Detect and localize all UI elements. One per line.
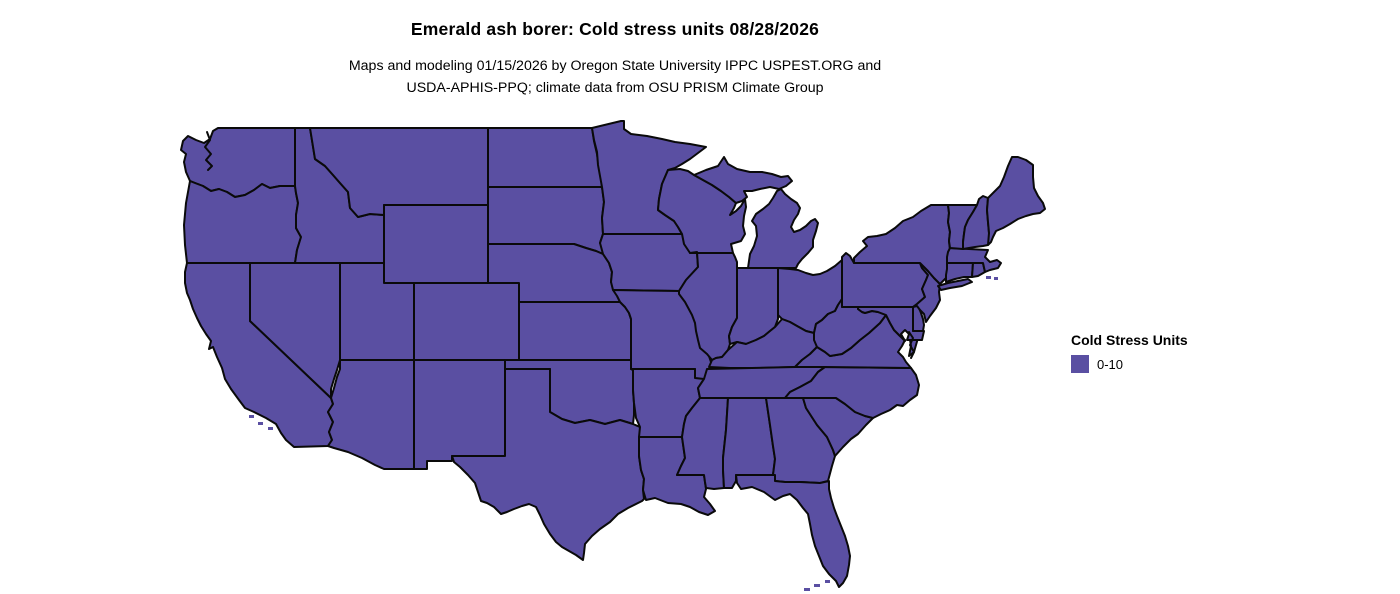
- state-north-carolina: [784, 366, 920, 419]
- legend-title: Cold Stress Units: [1071, 332, 1188, 348]
- state-massachusetts: [946, 247, 1002, 273]
- long-island: [937, 278, 973, 291]
- state-new-hampshire: [962, 195, 991, 250]
- massachusetts-islands: [986, 276, 998, 280]
- figure-subtitle: Maps and modeling 01/15/2026 by Oregon S…: [0, 55, 1230, 99]
- legend-swatch: [1071, 355, 1089, 373]
- state-colorado: [413, 282, 520, 361]
- coastline-details: [204, 131, 915, 359]
- chesapeake-bay-detail: [908, 331, 915, 359]
- puget-sound-detail: [204, 131, 213, 171]
- legend-item-label: 0-10: [1097, 356, 1124, 372]
- legend-item: 0-10: [1071, 355, 1188, 373]
- channel-islands: [249, 415, 273, 430]
- state-arizona: [327, 359, 415, 470]
- florida-keys: [804, 580, 830, 591]
- state-michigan-upper-peninsula: [693, 156, 793, 204]
- state-north-dakota: [487, 127, 603, 188]
- figure-subtitle-line1: Maps and modeling 01/15/2026 by Oregon S…: [348, 58, 882, 74]
- state-new-mexico: [413, 359, 506, 470]
- figure-subtitle-line2: USDA-APHIS-PPQ; climate data from OSU PR…: [406, 80, 824, 96]
- state-texas: [451, 368, 645, 561]
- state-maine: [986, 156, 1046, 246]
- state-florida: [735, 474, 851, 588]
- figure-title: Emerald ash borer: Cold stress units 08/…: [410, 19, 820, 39]
- legend-swatch-color: [1071, 355, 1089, 373]
- us-states-layer: [180, 120, 1046, 591]
- state-kansas: [518, 301, 632, 361]
- map-legend: Cold Stress Units 0-10: [1071, 332, 1188, 373]
- state-michigan-lower-peninsula: [747, 188, 819, 269]
- state-wyoming: [383, 204, 489, 284]
